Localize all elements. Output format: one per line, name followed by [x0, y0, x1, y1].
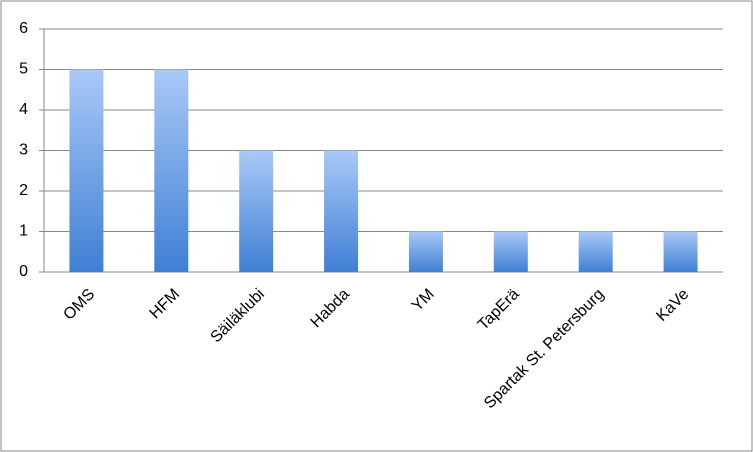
- y-tick-label: 5: [19, 61, 28, 78]
- bar: [493, 231, 528, 272]
- bar: [578, 231, 613, 272]
- y-tick-label: 0: [19, 263, 28, 280]
- y-tick-label: 3: [19, 142, 28, 159]
- bar: [69, 69, 104, 272]
- bar: [324, 150, 359, 272]
- bar: [663, 231, 698, 272]
- bar: [408, 231, 443, 272]
- y-tick-label: 4: [19, 101, 28, 118]
- y-tick-label: 6: [19, 20, 28, 37]
- y-tick-label: 2: [19, 182, 28, 199]
- bar: [239, 150, 274, 272]
- bar: [154, 69, 189, 272]
- y-tick-label: 1: [19, 223, 28, 240]
